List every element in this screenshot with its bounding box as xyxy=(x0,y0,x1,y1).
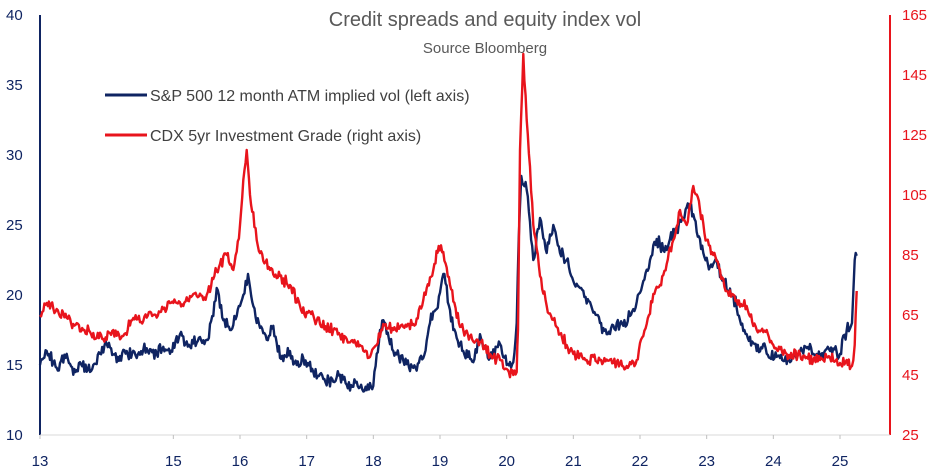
left-tick-label: 25 xyxy=(6,217,23,234)
x-tick-label: 18 xyxy=(365,453,382,470)
legend: S&P 500 12 month ATM implied vol (left a… xyxy=(105,88,470,145)
x-tick-label: 20 xyxy=(498,453,515,470)
left-tick-label: 35 xyxy=(6,77,23,94)
x-tick-label: 16 xyxy=(232,453,249,470)
x-tick-label: 19 xyxy=(432,453,449,470)
series-layer xyxy=(38,52,858,393)
right-tick-label: 25 xyxy=(902,427,919,444)
x-tick-label: 25 xyxy=(832,453,849,470)
right-tick-label: 85 xyxy=(902,247,919,264)
chart-subtitle: Source Bloomberg xyxy=(423,40,547,57)
left-axis-ticks: 10 15 20 25 30 35 40 xyxy=(6,7,23,444)
x-tick-label: 22 xyxy=(632,453,649,470)
right-tick-label: 125 xyxy=(902,127,927,144)
right-tick-label: 45 xyxy=(902,367,919,384)
right-axis-ticks: 25 45 65 85 105 125 145 165 xyxy=(902,7,927,444)
left-tick-label: 30 xyxy=(6,147,23,164)
series-line-cdx-ig xyxy=(39,52,858,379)
legend-label-spx-vol: S&P 500 12 month ATM implied vol (left a… xyxy=(150,88,470,105)
x-tick-label: 21 xyxy=(565,453,582,470)
right-tick-label: 145 xyxy=(902,67,927,84)
x-tick-label: 17 xyxy=(298,453,315,470)
x-tick-label: 24 xyxy=(765,453,782,470)
left-tick-label: 10 xyxy=(6,427,23,444)
x-tick-label: 23 xyxy=(698,453,715,470)
x-tick-label: 13 xyxy=(32,453,49,470)
legend-label-cdx-ig: CDX 5yr Investment Grade (right axis) xyxy=(150,128,421,145)
left-tick-label: 20 xyxy=(6,287,23,304)
left-tick-label: 40 xyxy=(6,7,23,24)
right-tick-label: 165 xyxy=(902,7,927,24)
right-tick-label: 65 xyxy=(902,307,919,324)
chart-title: Credit spreads and equity index vol xyxy=(329,9,641,31)
x-tick-label: 15 xyxy=(165,453,182,470)
left-tick-label: 15 xyxy=(6,357,23,374)
right-tick-label: 105 xyxy=(902,187,927,204)
x-axis-ticks: 13 15 16 17 18 19 20 21 22 23 24 25 xyxy=(32,435,849,470)
